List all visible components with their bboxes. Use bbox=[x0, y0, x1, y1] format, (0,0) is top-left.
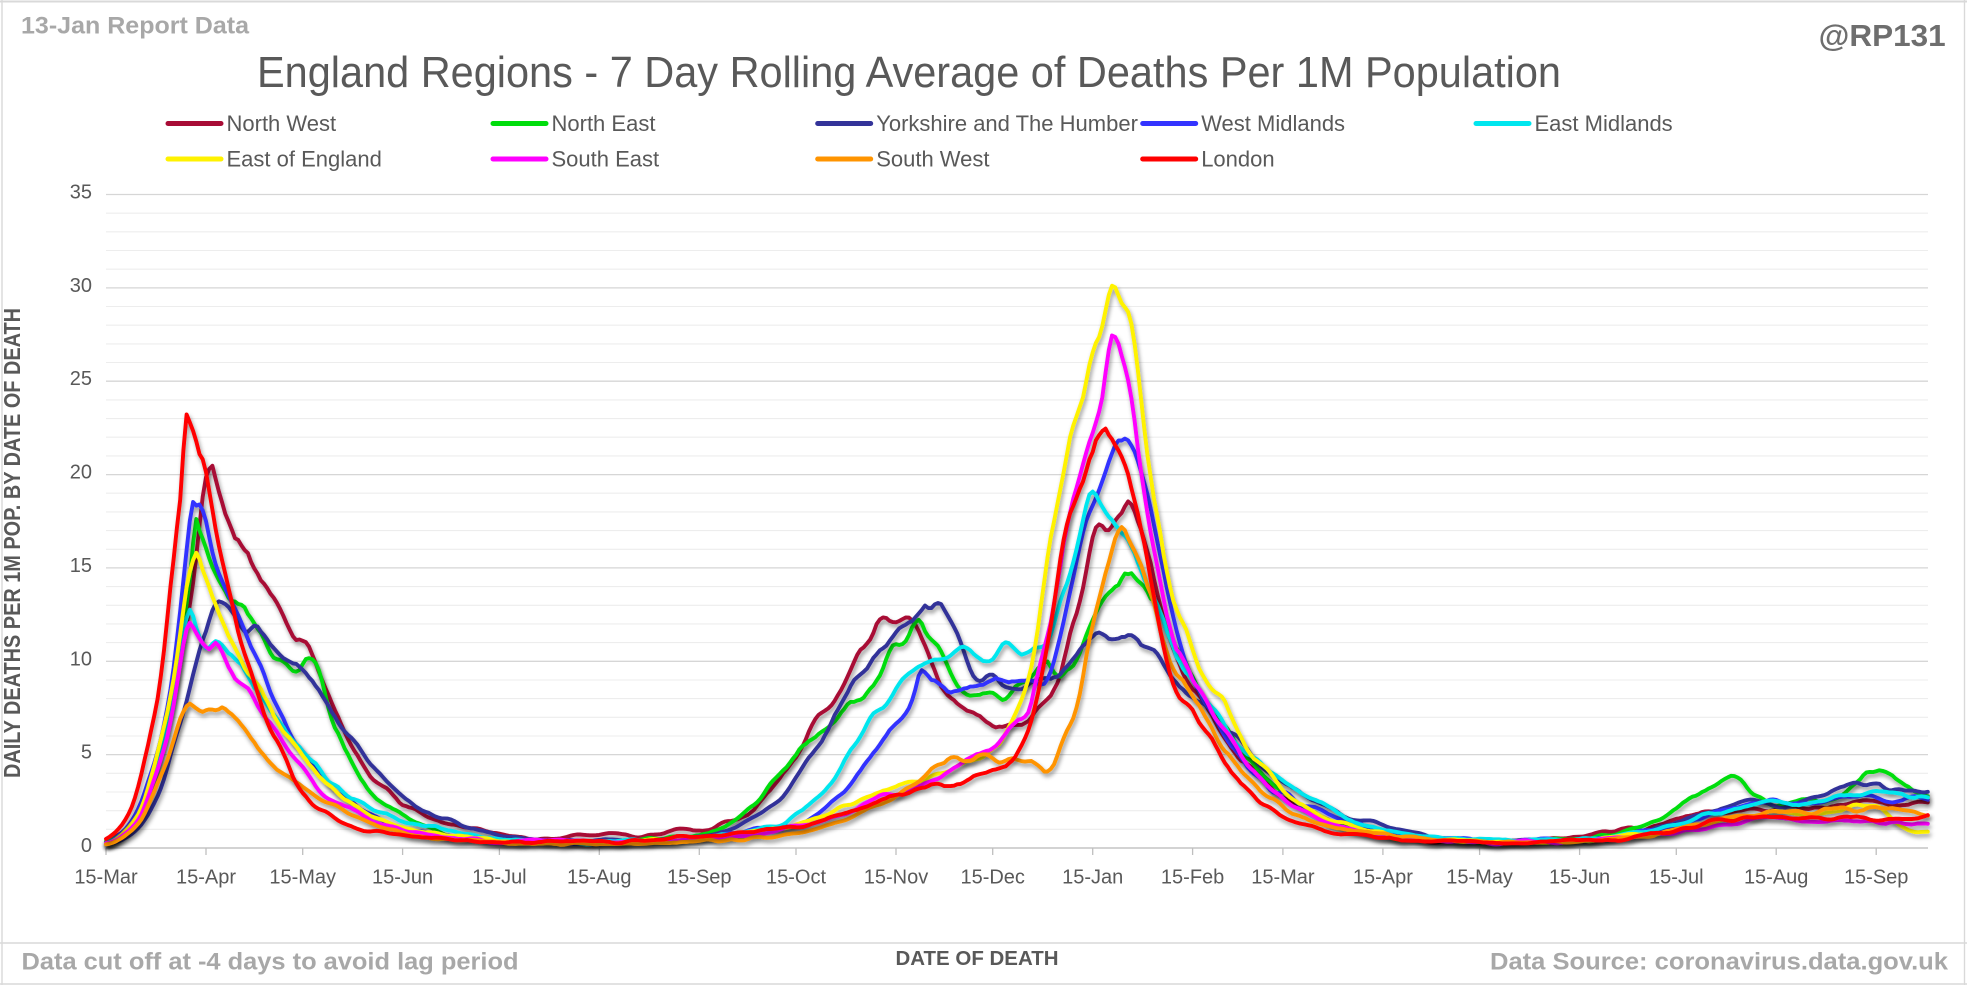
svg-text:Yorkshire and The Humber: Yorkshire and The Humber bbox=[876, 111, 1138, 136]
svg-text:10: 10 bbox=[70, 648, 92, 670]
svg-text:15-Jul: 15-Jul bbox=[1649, 867, 1703, 889]
svg-text:15-Apr: 15-Apr bbox=[1353, 867, 1413, 889]
svg-text:15-Mar: 15-Mar bbox=[1251, 867, 1315, 889]
svg-text:0: 0 bbox=[81, 835, 92, 857]
svg-text:East Midlands: East Midlands bbox=[1535, 111, 1673, 136]
svg-text:15-Jun: 15-Jun bbox=[372, 867, 433, 889]
svg-text:15-Sep: 15-Sep bbox=[667, 867, 732, 889]
svg-text:15-Aug: 15-Aug bbox=[567, 867, 632, 889]
svg-text:North West: North West bbox=[227, 111, 337, 136]
svg-text:20: 20 bbox=[70, 462, 92, 484]
svg-text:15-May: 15-May bbox=[269, 867, 336, 889]
svg-text:England Regions - 7 Day Rollin: England Regions - 7 Day Rolling Average … bbox=[257, 48, 1561, 97]
svg-text:15-Sep: 15-Sep bbox=[1844, 867, 1909, 889]
svg-text:15-May: 15-May bbox=[1446, 867, 1513, 889]
svg-text:Data cut off at -4 days to avo: Data cut off at -4 days to avoid lag per… bbox=[22, 949, 519, 976]
svg-text:15-Oct: 15-Oct bbox=[766, 867, 826, 889]
svg-text:North East: North East bbox=[552, 111, 656, 136]
svg-text:15-Feb: 15-Feb bbox=[1161, 867, 1224, 889]
svg-text:@RP131: @RP131 bbox=[1819, 18, 1946, 53]
svg-text:13-Jan Report Data: 13-Jan Report Data bbox=[21, 13, 249, 40]
svg-text:South West: South West bbox=[876, 147, 989, 172]
svg-text:DAILY DEATHS PER 1M POP. BY DA: DAILY DEATHS PER 1M POP. BY DATE OF DEAT… bbox=[0, 308, 25, 778]
svg-text:South East: South East bbox=[552, 147, 660, 172]
svg-text:15-Nov: 15-Nov bbox=[864, 867, 928, 889]
svg-text:15: 15 bbox=[70, 555, 92, 577]
svg-text:Data Source: coronavirus.data.: Data Source: coronavirus.data.gov.uk bbox=[1490, 949, 1949, 976]
svg-text:15-Jan: 15-Jan bbox=[1062, 867, 1123, 889]
svg-text:15-Dec: 15-Dec bbox=[960, 867, 1024, 889]
svg-text:35: 35 bbox=[70, 182, 92, 204]
svg-text:15-Apr: 15-Apr bbox=[176, 867, 236, 889]
svg-text:West Midlands: West Midlands bbox=[1201, 111, 1345, 136]
svg-text:East of England: East of England bbox=[227, 147, 382, 172]
svg-text:30: 30 bbox=[70, 275, 92, 297]
svg-text:25: 25 bbox=[70, 368, 92, 390]
svg-text:15-Jun: 15-Jun bbox=[1549, 867, 1610, 889]
svg-text:15-Mar: 15-Mar bbox=[74, 867, 138, 889]
svg-text:DATE OF DEATH: DATE OF DEATH bbox=[896, 948, 1059, 970]
svg-text:5: 5 bbox=[81, 742, 92, 764]
svg-text:15-Jul: 15-Jul bbox=[472, 867, 526, 889]
svg-text:15-Aug: 15-Aug bbox=[1744, 867, 1809, 889]
svg-text:London: London bbox=[1201, 147, 1274, 172]
